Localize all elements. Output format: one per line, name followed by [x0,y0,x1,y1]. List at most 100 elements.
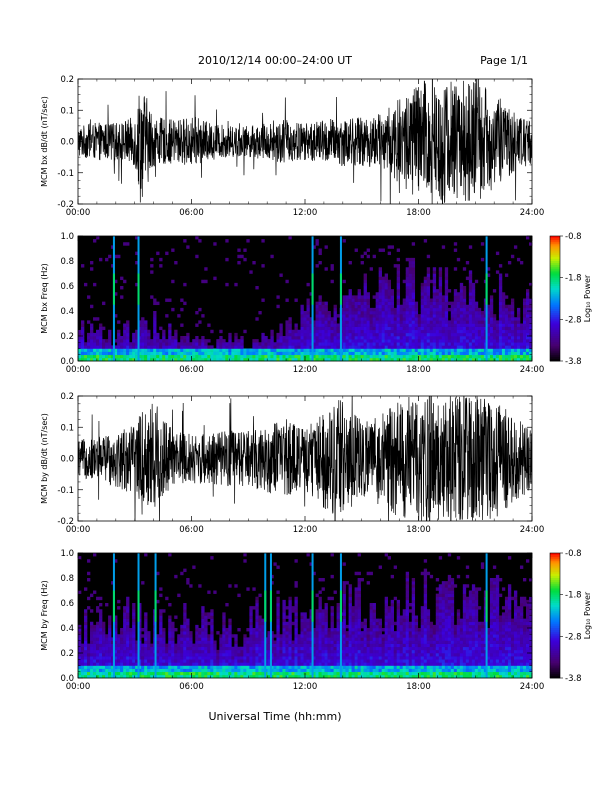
heatmap-cell [486,304,491,309]
heatmap-cell [222,621,226,626]
heatmap-cell [276,618,280,623]
heatmap-cell [477,336,482,340]
heatmap-cell [387,286,391,290]
heatmap-cell [138,653,142,657]
heatmap-cell [372,342,376,346]
heatmap-cell [363,342,367,346]
heatmap-cell [510,329,515,334]
heatmap-cell [360,665,364,669]
heatmap-cell [198,646,202,651]
heatmap-cell [282,653,286,657]
heatmap-cell [528,304,533,309]
heatmap-cell [207,649,211,654]
heatmap-cell [129,668,133,673]
heatmap-cell [93,674,97,679]
heatmap-cell [411,314,416,318]
heatmap-cell [132,656,136,660]
heatmap-cell [315,609,319,613]
heatmap-cell [351,295,355,299]
heatmap-cell [369,653,373,657]
heatmap-cell [213,674,217,679]
heatmap-cell [96,336,100,340]
heatmap-cell [411,286,416,290]
heatmap-cell [258,640,262,644]
heatmap-cell [312,628,316,632]
heatmap-cell [81,332,85,337]
heatmap-cell [288,357,292,362]
heatmap-cell [171,621,175,626]
heatmap-cell [348,320,352,324]
heatmap-cell [159,628,163,632]
heatmap-cell [408,289,413,293]
heatmap-cell [123,665,127,669]
heatmap-cell [114,668,118,673]
heatmap-cell [384,656,388,660]
heatmap-cell [441,311,446,315]
heatmap-spike-core [137,273,140,305]
heatmap-cell [306,646,310,651]
heatmap-cell [387,646,391,651]
heatmap-cell [381,640,385,644]
heatmap-cell [315,336,319,340]
heatmap-cell [180,354,184,359]
heatmap-cell [309,339,313,343]
heatmap-cell [87,320,91,324]
heatmap-cell [168,323,172,327]
heatmap-cell [306,329,310,334]
heatmap-cell [150,646,154,651]
heatmap-cell [288,624,292,629]
heatmap-cell [315,674,319,679]
heatmap-cell [360,301,364,306]
heatmap-cell [366,581,370,585]
heatmap-cell [90,668,94,673]
heatmap-cell [267,637,271,641]
heatmap-cell [225,649,229,654]
heatmap-cell [345,581,349,585]
heatmap-cell [459,301,464,306]
heatmap-cell [402,618,407,623]
heatmap-cell [171,649,175,654]
heatmap-cell [435,301,440,306]
heatmap-cell [354,631,358,635]
heatmap-cell [468,245,473,249]
heatmap-cell [321,640,325,644]
heatmap-cell [252,637,256,641]
heatmap-cell [420,323,425,327]
heatmap-cell [507,348,512,352]
heatmap-cell [360,345,364,349]
heatmap-cell [282,640,286,644]
heatmap-cell [195,348,199,352]
heatmap-cell [156,643,160,648]
heatmap-cell [336,332,340,337]
heatmap-cell [393,643,398,648]
heatmap-cell [342,584,346,588]
heatmap-cell [357,317,361,321]
heatmap-cell [228,674,232,679]
heatmap-cell [141,634,145,638]
heatmap-cell [297,637,301,641]
heatmap-cell [333,631,337,635]
heatmap-cell [396,279,401,284]
heatmap-cell [147,329,151,334]
heatmap-cell [204,624,208,629]
heatmap-cell [186,618,190,623]
heatmap-cell [510,320,515,324]
heatmap-cell [90,351,94,356]
heatmap-cell [102,634,106,638]
heatmap-cell [102,643,106,648]
heatmap-cell [207,621,211,626]
heatmap-cell [300,339,304,343]
heatmap-cell [420,329,425,334]
heatmap-cell [408,317,413,321]
heatmap-cell [408,276,413,281]
heatmap-cell [96,354,100,359]
heatmap-cell [357,665,361,669]
heatmap-cell [99,637,103,641]
heatmap-cell [189,634,193,638]
heatmap-cell [138,646,142,651]
heatmap-cell [423,317,428,321]
heatmap-cell [480,329,485,334]
heatmap-cell [276,615,280,619]
heatmap-cell [99,634,103,638]
heatmap-cell [219,336,223,340]
